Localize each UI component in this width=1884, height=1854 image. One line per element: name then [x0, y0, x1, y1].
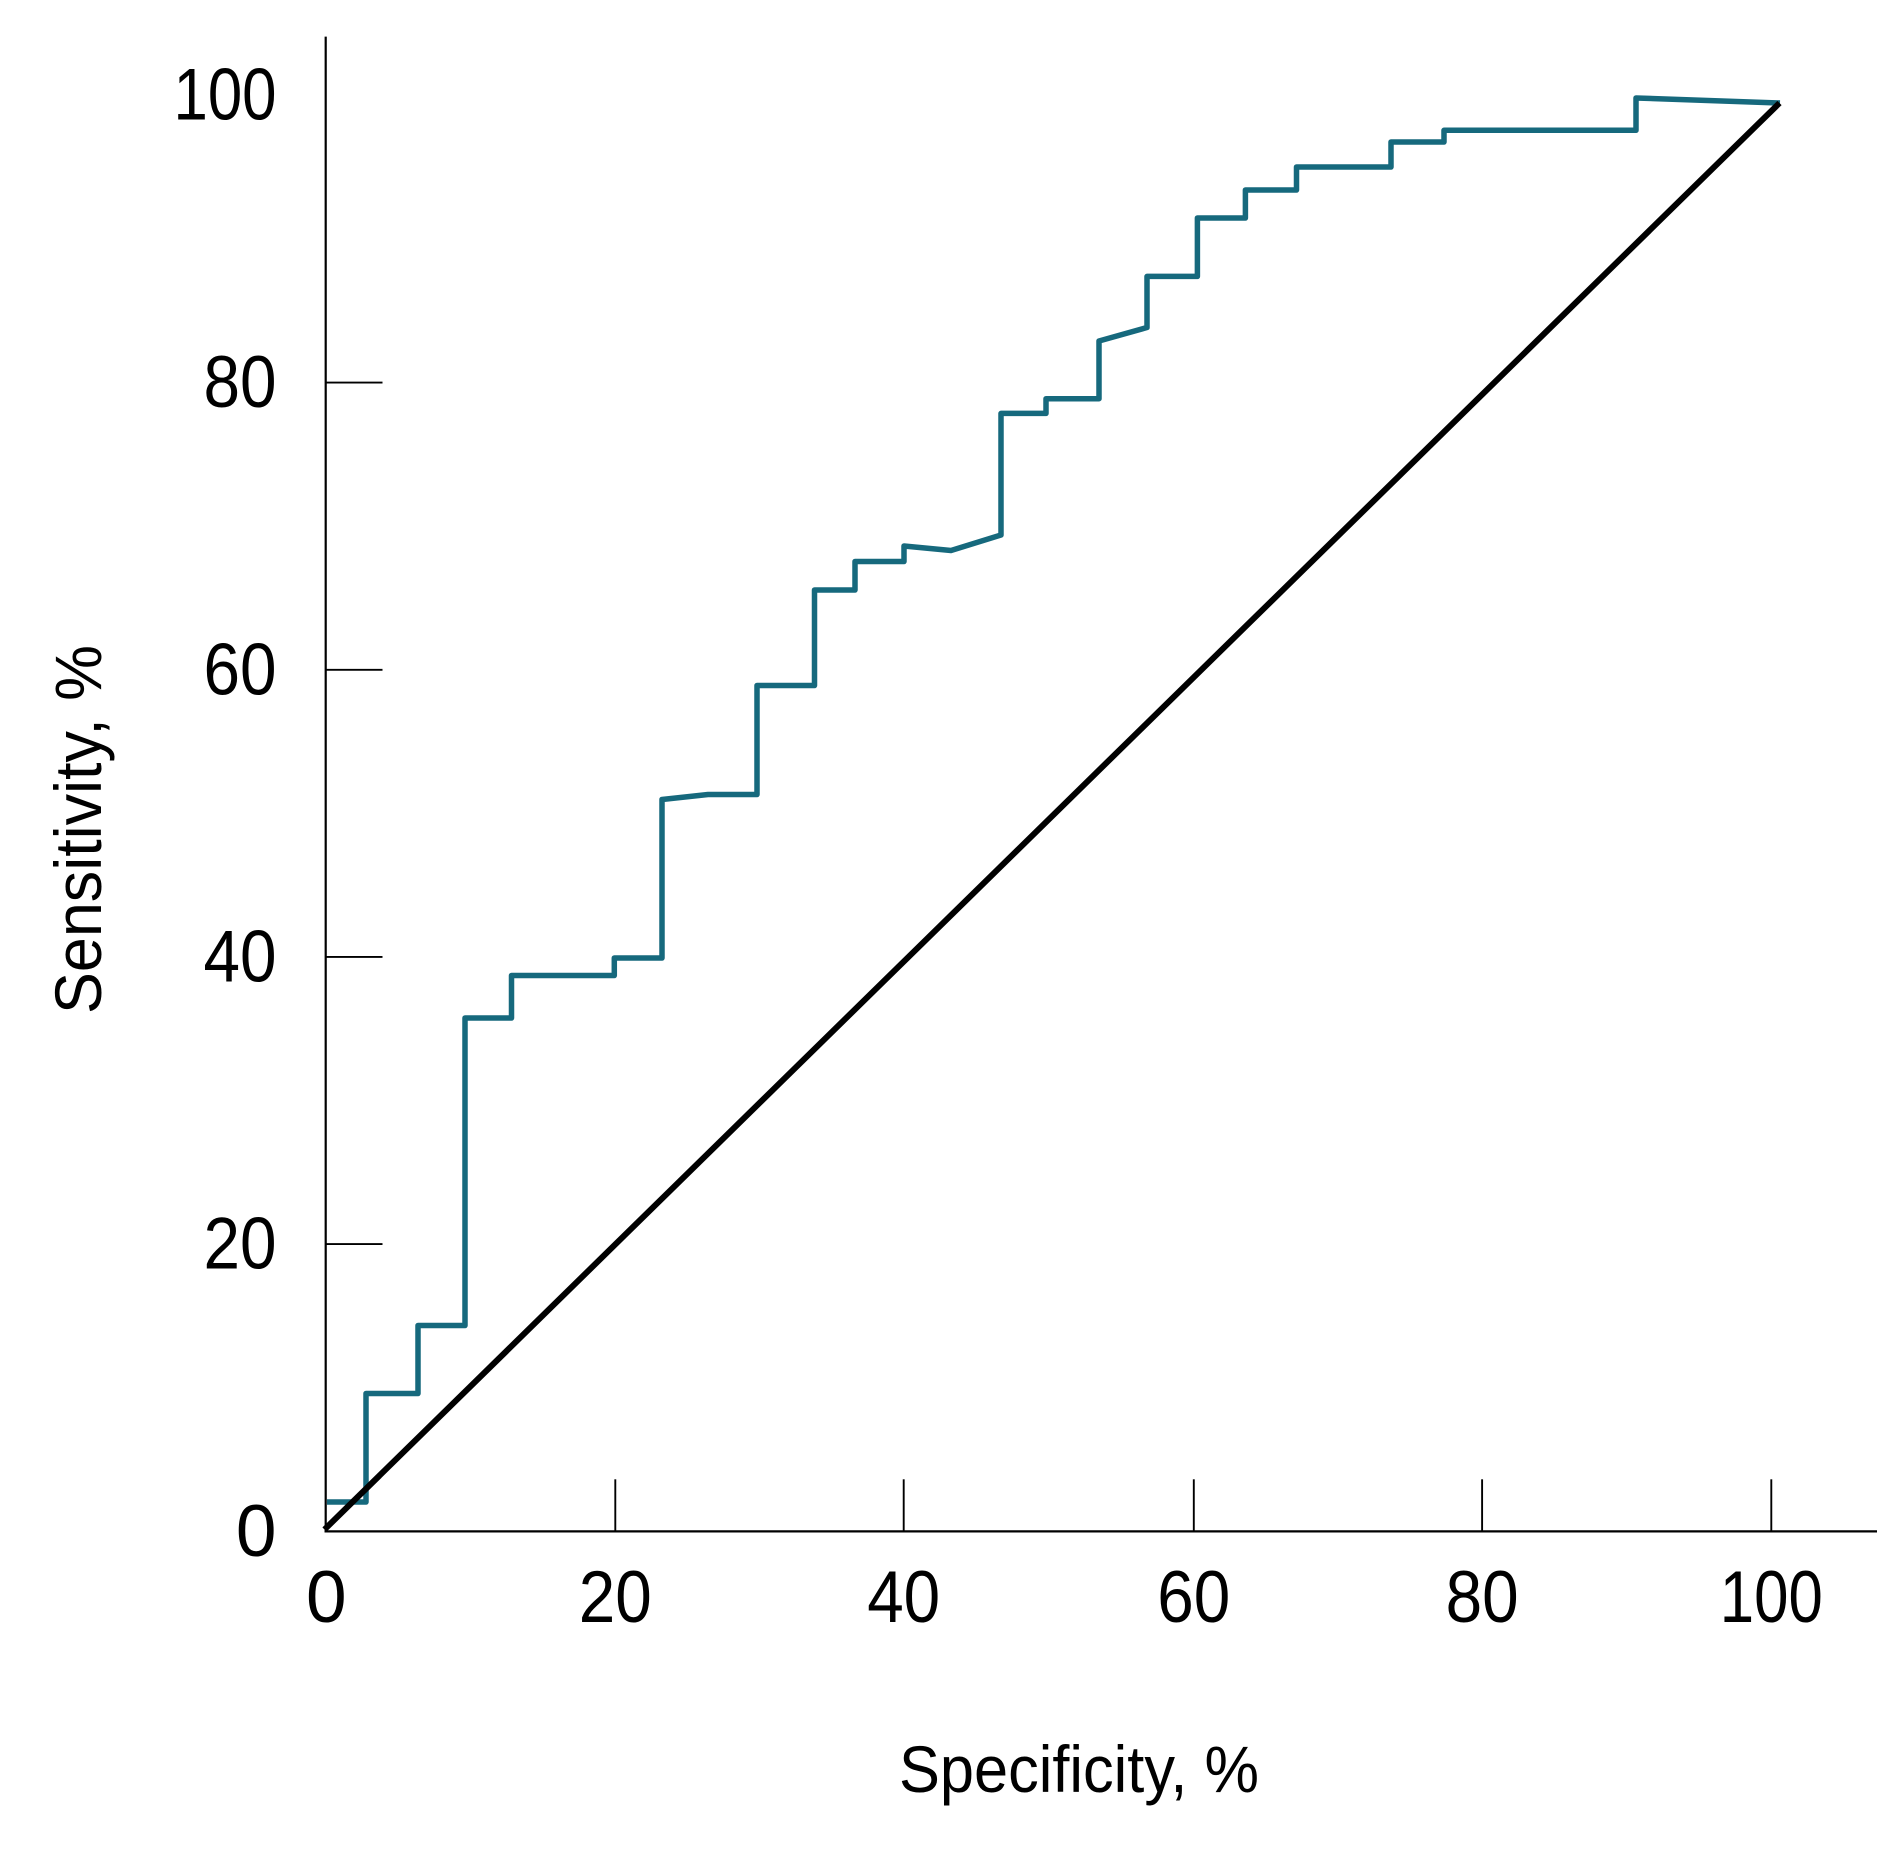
svg-text:0: 0	[236, 1491, 277, 1572]
svg-text:40: 40	[867, 1557, 940, 1638]
svg-text:20: 20	[204, 1204, 277, 1285]
svg-text:40: 40	[204, 916, 277, 997]
svg-text:100: 100	[1720, 1557, 1823, 1638]
svg-text:Specificity, %: Specificity, %	[899, 1732, 1259, 1806]
svg-text:100: 100	[174, 55, 277, 136]
svg-text:0: 0	[306, 1557, 347, 1638]
svg-text:80: 80	[204, 342, 277, 423]
svg-text:20: 20	[579, 1557, 652, 1638]
svg-text:60: 60	[1157, 1557, 1230, 1638]
svg-text:80: 80	[1446, 1557, 1519, 1638]
svg-text:Sensitivity, %: Sensitivity, %	[41, 645, 115, 1014]
svg-text:60: 60	[204, 629, 277, 710]
